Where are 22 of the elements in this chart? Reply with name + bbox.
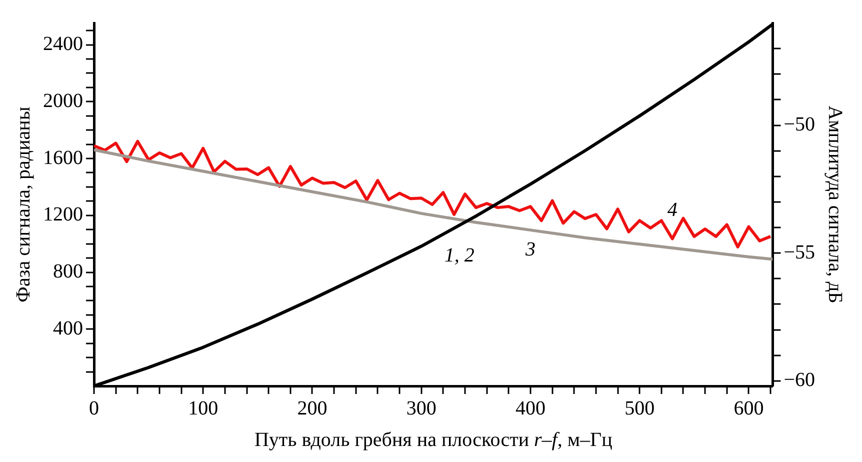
y-tick-label: 2000 xyxy=(43,90,83,112)
series-label: 1, 2 xyxy=(444,244,474,266)
y-tick-label: 1600 xyxy=(43,146,83,169)
y2-tick-label: −60 xyxy=(784,369,815,392)
y-tick-label: 1200 xyxy=(43,204,83,226)
x-tick-label: 300 xyxy=(406,397,436,420)
x-tick-label: 500 xyxy=(624,397,655,420)
y2-axis-title: Амплитуда сигнала, дБ xyxy=(824,106,846,304)
y2-tick-label: −50 xyxy=(784,114,815,136)
x-axis-title: Путь вдоль гребня на плоскости r–f, м–Гц xyxy=(254,429,613,451)
y-tick-label: 800 xyxy=(53,260,83,282)
y-tick-label: 2400 xyxy=(43,33,83,56)
y-tick-label: 400 xyxy=(53,317,83,340)
y2-tick-label: −55 xyxy=(784,241,815,264)
x-tick-label: 400 xyxy=(515,397,546,420)
x-tick-label: 600 xyxy=(734,397,764,420)
x-tick-label: 100 xyxy=(188,397,218,420)
x-tick-label: 0 xyxy=(89,397,99,420)
x-tick-label: 200 xyxy=(297,397,328,420)
series-label: 4 xyxy=(667,199,678,222)
series-label: 3 xyxy=(524,238,536,260)
y-axis-title: Фаза сигнала, радианы xyxy=(12,106,34,302)
